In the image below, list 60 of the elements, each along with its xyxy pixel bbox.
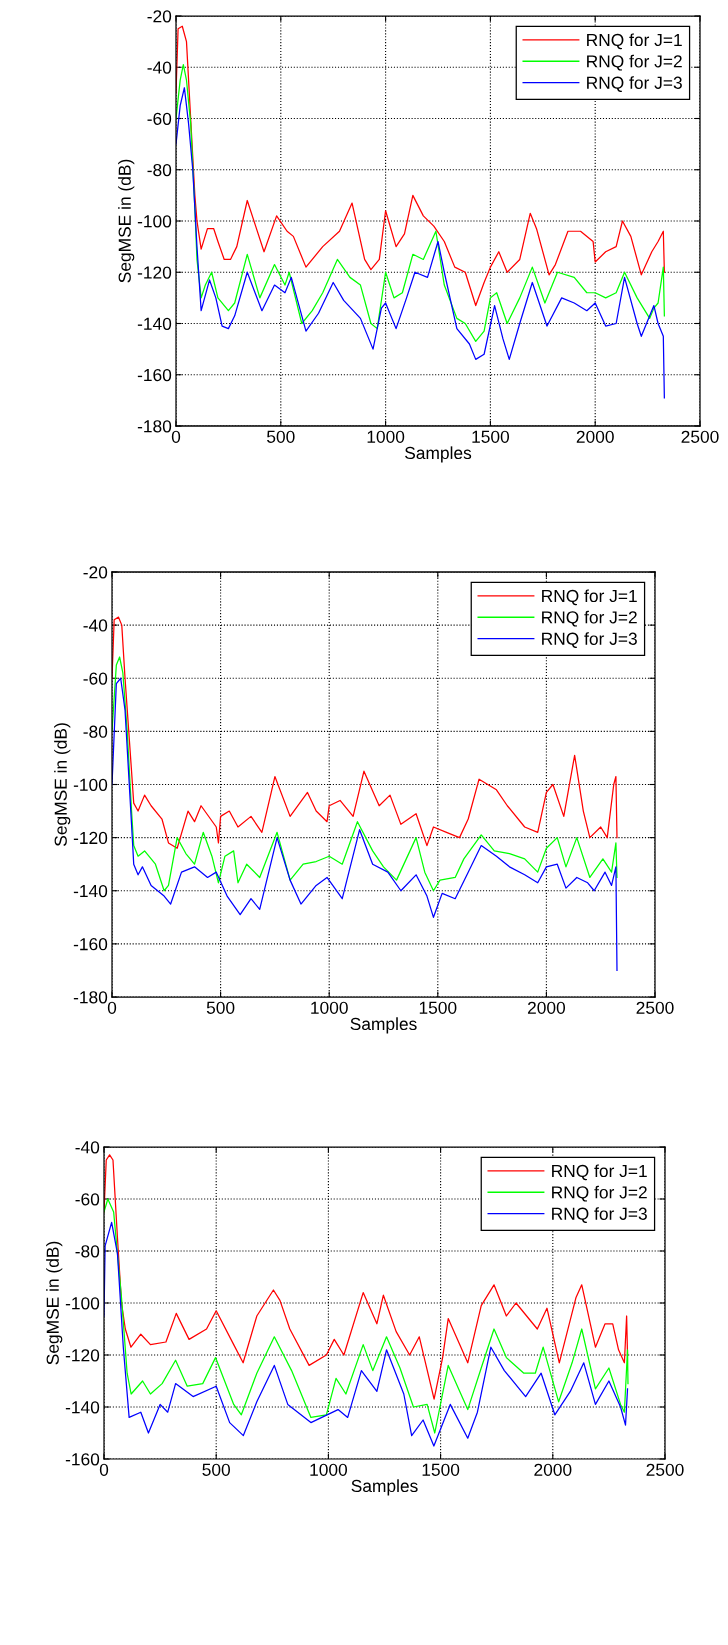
legend-label: RNQ for J=1 [542, 589, 637, 606]
y-tick-label: -140 [65, 1401, 100, 1414]
line-series [112, 677, 618, 972]
x-tick-label: 0 [171, 430, 181, 443]
y-tick-label: -120 [65, 1349, 100, 1362]
y-tick-label: -40 [75, 1141, 100, 1154]
legend-label: RNQ for J=3 [587, 76, 682, 93]
y-tick-label: -180 [137, 420, 172, 433]
y-tick-label: -100 [73, 778, 108, 791]
x-tick-label: 0 [99, 1463, 109, 1476]
x-tick-label: 1000 [311, 1001, 348, 1014]
legend-label: RNQ for J=2 [587, 54, 682, 71]
x-axis-title: Samples [350, 1017, 417, 1034]
y-tick-label: -60 [75, 1193, 100, 1206]
x-tick-label: 500 [202, 1463, 231, 1476]
legend-label: RNQ for J=3 [542, 632, 637, 649]
legend-label: RNQ for J=2 [552, 1185, 647, 1202]
y-tick-label: -80 [83, 725, 108, 738]
y-tick-label: -20 [83, 566, 108, 579]
y-tick-label: -60 [83, 672, 108, 685]
y-tick-label: -140 [73, 884, 108, 898]
x-tick-label: 2500 [681, 430, 719, 443]
y-tick-label: -40 [83, 619, 108, 632]
x-tick-label: 1500 [472, 430, 510, 443]
y-tick-label: -60 [147, 112, 172, 125]
x-axis-title: Samples [351, 1479, 418, 1496]
x-tick-label: 2500 [646, 1463, 684, 1476]
y-tick-label: -20 [147, 10, 172, 23]
line-series [112, 656, 618, 892]
legend-label: RNQ for J=2 [542, 610, 637, 627]
x-tick-label: 500 [267, 430, 295, 443]
x-tick-label: 2000 [576, 430, 614, 443]
x-tick-label: 1000 [310, 1463, 348, 1476]
y-tick-label: -100 [137, 215, 172, 228]
y-tick-label: -80 [147, 163, 172, 177]
y-tick-label: -120 [73, 831, 108, 845]
x-tick-label: 1500 [419, 1001, 457, 1014]
y-tick-label: -180 [73, 991, 108, 1004]
y-tick-label: -100 [65, 1297, 100, 1310]
x-tick-label: 2000 [527, 1001, 566, 1014]
y-tick-label: -120 [137, 266, 172, 279]
x-tick-label: 2500 [636, 1001, 674, 1014]
legend-label: RNQ for J=1 [552, 1164, 647, 1181]
legend-label: RNQ for J=3 [552, 1207, 647, 1224]
x-tick-label: 0 [107, 1001, 117, 1014]
y-tick-label: -80 [75, 1245, 100, 1258]
y-tick-label: -40 [147, 61, 172, 74]
y-tick-label: -160 [73, 938, 108, 951]
y-tick-label: -140 [137, 317, 172, 330]
x-tick-label: 1000 [367, 430, 405, 443]
y-axis-title: SegMSE in (dB) [118, 159, 135, 283]
y-tick-label: -160 [137, 368, 172, 382]
y-axis-title: SegMSE in (dB) [46, 1241, 63, 1365]
y-axis-title: SegMSE in (dB) [54, 723, 71, 846]
x-tick-label: 500 [206, 1001, 235, 1014]
y-tick-label: -160 [65, 1453, 100, 1466]
legend-label: RNQ for J=1 [587, 33, 682, 50]
x-axis-title: Samples [405, 446, 472, 463]
x-tick-label: 1500 [422, 1463, 460, 1476]
x-tick-label: 2000 [534, 1463, 572, 1476]
